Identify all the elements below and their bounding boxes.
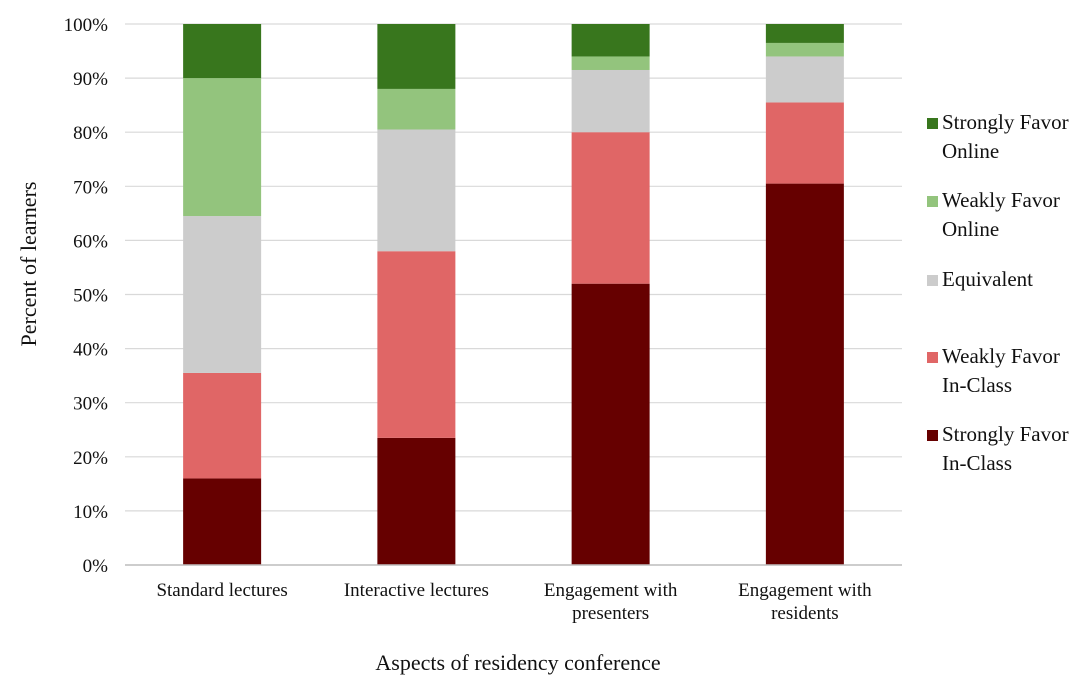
legend-swatch bbox=[927, 430, 938, 441]
x-tick-label: Standard lectures bbox=[156, 580, 287, 601]
bar-segment bbox=[183, 372, 262, 479]
legend-swatch bbox=[927, 196, 938, 207]
y-tick-label: 0% bbox=[83, 556, 109, 577]
legend-swatch bbox=[927, 118, 938, 129]
y-tick-label: 60% bbox=[73, 231, 108, 252]
legend-swatch bbox=[927, 275, 938, 286]
legend-label: Strongly Favor In-Class bbox=[942, 422, 1069, 475]
bar-segment bbox=[183, 24, 262, 79]
bar-segment bbox=[765, 102, 844, 184]
bars bbox=[183, 24, 844, 565]
y-tick-label: 40% bbox=[73, 340, 108, 361]
y-tick-label: 90% bbox=[73, 69, 108, 90]
bar-segment bbox=[377, 88, 456, 130]
bar-segment bbox=[377, 129, 456, 252]
bar-segment bbox=[183, 216, 262, 373]
bar-segment bbox=[571, 283, 650, 565]
y-tick-label: 100% bbox=[64, 15, 109, 36]
legend-label: Weakly Favor Online bbox=[942, 188, 1060, 241]
x-tick-label: Engagement with residents bbox=[738, 580, 872, 624]
bar-segment bbox=[377, 24, 456, 89]
y-tick-label: 80% bbox=[73, 123, 108, 144]
bar-segment bbox=[183, 478, 262, 565]
bar-segment bbox=[571, 24, 650, 57]
x-tick-label: Interactive lectures bbox=[344, 580, 489, 601]
bar-segment bbox=[571, 132, 650, 284]
bar-segment bbox=[765, 183, 844, 565]
y-tick-label: 30% bbox=[73, 394, 108, 415]
legend-label: Equivalent bbox=[942, 267, 1033, 291]
bar-segment bbox=[765, 24, 844, 43]
bar-segment bbox=[377, 251, 456, 438]
bar-segment bbox=[183, 78, 262, 217]
y-tick-label: 50% bbox=[73, 286, 108, 307]
x-tick-label: Engagement with presenters bbox=[544, 580, 678, 624]
bar-segment bbox=[377, 437, 456, 565]
bar-segment bbox=[765, 56, 844, 103]
y-axis-title: Percent of learners bbox=[16, 182, 41, 347]
bar-segment bbox=[765, 42, 844, 57]
legend-swatch bbox=[927, 352, 938, 363]
y-tick-label: 10% bbox=[73, 502, 108, 523]
bar-segment bbox=[571, 56, 650, 70]
axes: 0% 10% 20% 30% 40% 50% 60% 70% 80% 90% 100% Standar… bbox=[64, 15, 902, 624]
legend: Strongly Favor Online Weakly Favor Online Eq… bbox=[927, 110, 1069, 475]
y-tick-label: 20% bbox=[73, 448, 108, 469]
x-axis-title: Aspects of residency conference bbox=[375, 650, 660, 675]
bar-segment bbox=[571, 69, 650, 133]
legend-label: Strongly Favor Online bbox=[942, 110, 1069, 163]
legend-label: Weakly Favor In-Class bbox=[942, 344, 1060, 397]
y-tick-label: 70% bbox=[73, 177, 108, 198]
